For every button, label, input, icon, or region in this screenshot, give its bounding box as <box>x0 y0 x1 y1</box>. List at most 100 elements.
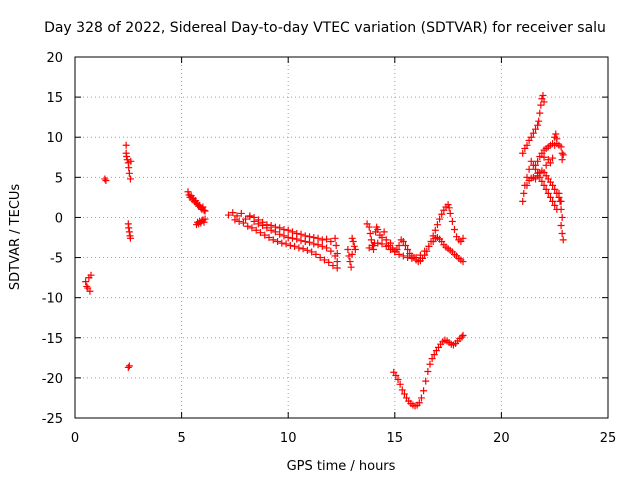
data-point <box>444 201 452 209</box>
data-point <box>445 204 453 212</box>
data-point <box>325 258 333 266</box>
data-point <box>459 234 467 242</box>
data-point <box>401 242 409 250</box>
data-point <box>297 230 305 238</box>
data-point <box>551 185 559 193</box>
data-point <box>391 248 399 256</box>
data-point <box>125 228 133 236</box>
y-tick-label: -20 <box>42 372 63 387</box>
data-point <box>333 258 341 266</box>
series-isolated-early <box>82 141 135 371</box>
data-point <box>306 233 314 241</box>
y-tick-label: -25 <box>42 412 63 427</box>
data-point <box>420 387 428 395</box>
data-point <box>557 143 565 151</box>
data-point <box>333 264 341 272</box>
y-tick-label: 0 <box>55 211 63 226</box>
data-point <box>540 98 548 106</box>
data-point <box>366 229 374 237</box>
data-point <box>424 367 432 375</box>
data-point <box>261 231 269 239</box>
data-point <box>229 209 237 217</box>
data-point <box>347 263 355 271</box>
data-point <box>396 380 404 388</box>
data-point <box>559 151 567 159</box>
x-tick-label: 10 <box>280 431 297 446</box>
data-point <box>525 165 533 173</box>
data-point <box>557 221 565 229</box>
data-point <box>412 254 420 262</box>
data-point <box>534 121 542 129</box>
data-point <box>280 225 288 233</box>
data-point <box>327 247 335 255</box>
data-point <box>398 386 406 394</box>
y-axis-label: SDTVAR / TECUs <box>8 184 23 291</box>
x-tick-label: 0 <box>71 431 79 446</box>
data-point <box>122 141 130 149</box>
data-point <box>314 241 322 249</box>
data-point <box>365 244 373 252</box>
data-point <box>327 238 335 246</box>
data-point <box>558 149 566 157</box>
data-point <box>556 197 564 205</box>
x-tick-label: 20 <box>493 431 510 446</box>
data-point <box>332 242 340 250</box>
data-point <box>271 223 279 231</box>
data-point <box>101 175 109 183</box>
data-point <box>436 215 444 223</box>
data-point <box>544 189 552 197</box>
data-point <box>323 244 331 252</box>
data-point <box>523 141 531 149</box>
data-point <box>555 189 563 197</box>
data-point <box>527 133 535 141</box>
data-point <box>331 234 339 242</box>
x-tick-label: 25 <box>600 431 617 446</box>
y-tick-label: -15 <box>42 332 63 347</box>
data-point <box>558 213 566 221</box>
data-point <box>276 230 284 238</box>
data-point <box>125 362 133 370</box>
data-point <box>297 237 305 245</box>
data-point <box>392 371 400 379</box>
y-tick-label: -5 <box>50 252 63 267</box>
data-point <box>365 223 373 231</box>
data-point <box>320 256 328 264</box>
data-point <box>102 177 110 185</box>
data-point <box>387 246 395 254</box>
data-point <box>537 101 545 109</box>
data-point <box>400 390 408 398</box>
data-point <box>244 222 252 230</box>
data-point <box>540 153 548 161</box>
series-dip-15-18h <box>390 331 467 410</box>
data-point <box>288 228 296 236</box>
data-point <box>425 242 433 250</box>
data-point <box>200 206 208 214</box>
data-point <box>314 234 322 242</box>
data-point <box>242 215 250 223</box>
data-point <box>546 193 554 201</box>
data-point <box>126 175 134 183</box>
data-point <box>254 216 262 224</box>
data-point <box>404 246 412 254</box>
data-point <box>125 169 133 177</box>
data-point <box>288 234 296 242</box>
data-point <box>438 210 446 218</box>
y-tick-label: 10 <box>46 131 63 146</box>
data-point <box>558 229 566 237</box>
data-point <box>433 221 441 229</box>
data-point <box>408 254 416 262</box>
data-point <box>308 248 316 256</box>
data-point <box>399 252 407 260</box>
data-point <box>382 242 390 250</box>
data-point <box>200 218 208 226</box>
y-tick-label: -10 <box>42 292 63 307</box>
data-point <box>380 228 388 236</box>
data-point <box>237 209 245 217</box>
data-point <box>329 262 337 270</box>
data-point <box>344 246 352 254</box>
data-point <box>201 215 209 223</box>
data-point <box>127 157 135 165</box>
x-tick-label: 15 <box>387 431 404 446</box>
data-point <box>446 209 454 217</box>
